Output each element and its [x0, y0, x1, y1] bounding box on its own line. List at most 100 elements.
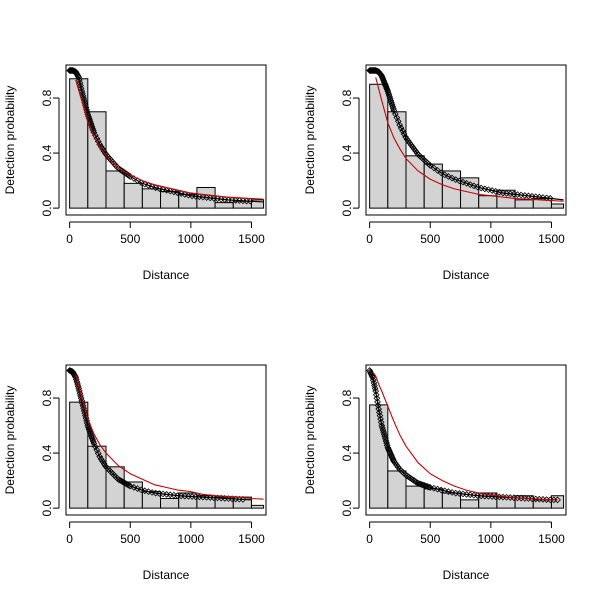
- detection-point: [88, 121, 95, 129]
- detection-point: [379, 75, 387, 83]
- detection-point: [80, 404, 87, 412]
- detection-point: [399, 127, 406, 135]
- detection-point: [246, 197, 254, 205]
- y-axis-label: Detection probability: [303, 86, 317, 195]
- detection-point: [88, 432, 95, 440]
- detection-point: [77, 394, 85, 402]
- x-tick-label: 1500: [538, 532, 565, 546]
- detection-point: [380, 78, 388, 86]
- detection-point: [85, 423, 92, 431]
- detection-point: [75, 385, 83, 392]
- detection-point: [89, 438, 97, 446]
- detection-point: [80, 407, 88, 415]
- detection-point: [396, 121, 404, 129]
- histogram-bar: [250, 504, 265, 509]
- y-axis-label: Detection probability: [303, 386, 317, 495]
- histogram-bar: [369, 83, 389, 209]
- detection-point: [389, 455, 397, 462]
- histogram-bar: [87, 111, 107, 209]
- detection-point: [369, 376, 377, 384]
- fitted-curve-red: [75, 79, 264, 200]
- histogram-bar: [141, 188, 162, 209]
- detection-point: [93, 446, 101, 454]
- plot-frame: [65, 64, 267, 216]
- detection-point: [77, 82, 84, 90]
- plot-frame: [65, 364, 267, 516]
- detection-point: [86, 427, 94, 435]
- x-tick-label: 1500: [238, 232, 265, 246]
- detection-point: [76, 79, 84, 87]
- histogram-bar: [405, 155, 425, 209]
- detection-point: [81, 409, 89, 417]
- detection-point: [97, 455, 105, 463]
- y-tick-label: 0.0: [40, 499, 54, 516]
- x-axis-label: Distance: [143, 268, 190, 282]
- detection-point: [370, 379, 378, 387]
- detection-point: [75, 387, 83, 395]
- detection-point: [87, 120, 95, 127]
- detection-point: [383, 84, 390, 92]
- detection-point: [371, 382, 378, 390]
- histogram-bar: [550, 203, 565, 209]
- x-tick-label: 500: [120, 532, 140, 546]
- detection-point: [100, 460, 108, 468]
- plot-frame: [365, 64, 567, 216]
- x-tick-label: 500: [420, 232, 440, 246]
- detection-point: [99, 458, 106, 465]
- histogram-bar: [105, 170, 125, 209]
- detection-point: [402, 133, 409, 141]
- x-tick-label: 1000: [177, 232, 204, 246]
- detection-point: [75, 74, 83, 81]
- x-tick-label: 1500: [538, 232, 565, 246]
- histogram-bar: [405, 485, 425, 509]
- histogram-bar: [514, 199, 534, 209]
- detection-point: [382, 83, 390, 90]
- detection-point: [382, 81, 389, 89]
- fitted-curve-red: [75, 374, 264, 500]
- histogram-bar: [123, 182, 143, 209]
- x-tick-label: 1000: [477, 532, 504, 546]
- detection-point: [383, 442, 391, 449]
- detection-point: [94, 449, 102, 457]
- detection-point: [368, 371, 375, 378]
- detection-point: [88, 434, 96, 442]
- y-axis-label: Detection probability: [3, 86, 17, 195]
- detection-point: [89, 436, 97, 444]
- detection-point: [85, 114, 93, 122]
- detection-point: [400, 130, 408, 138]
- plot-frame: [365, 364, 567, 516]
- histogram-bar: [87, 445, 107, 509]
- detection-point: [369, 374, 377, 381]
- chart-panel-3: 0 500 1000 1500 0.0 0.4 0.8 Distance Detection p…: [3, 364, 267, 582]
- detection-point: [380, 77, 387, 84]
- x-tick-label: 500: [420, 532, 440, 546]
- x-tick-label: 1000: [177, 532, 204, 546]
- detection-point: [554, 496, 561, 504]
- histogram-bar: [478, 195, 498, 209]
- x-tick-label: 1000: [477, 232, 504, 246]
- histogram-bar: [532, 197, 552, 209]
- fitted-curve-black: [69, 369, 252, 501]
- y-tick-label: 0.0: [340, 499, 354, 516]
- fitted-curve-red: [372, 371, 558, 501]
- detection-point: [79, 402, 87, 410]
- detection-point: [77, 392, 84, 400]
- detection-point: [381, 80, 389, 87]
- detection-point: [371, 385, 379, 392]
- fitted-curve-black: [69, 69, 264, 203]
- histogram-bar: [160, 497, 180, 509]
- histogram-bar: [387, 470, 407, 509]
- y-tick-label: 0.0: [340, 199, 354, 216]
- detection-point: [383, 86, 391, 93]
- chart-panel-1: 0 500 1000 1500 0.0 0.4 0.8 Distance Detection p…: [3, 64, 267, 282]
- x-tick-label: 0: [366, 232, 373, 246]
- x-tick-label: 500: [120, 232, 140, 246]
- histogram-bar: [460, 499, 480, 509]
- y-tick-label: 0.4: [340, 144, 354, 161]
- y-tick-label: 0.8: [340, 89, 354, 106]
- detection-point: [389, 105, 397, 112]
- y-tick-label: 0.8: [40, 89, 54, 106]
- x-tick-label: 0: [366, 532, 373, 546]
- y-tick-label: 0.4: [40, 144, 54, 161]
